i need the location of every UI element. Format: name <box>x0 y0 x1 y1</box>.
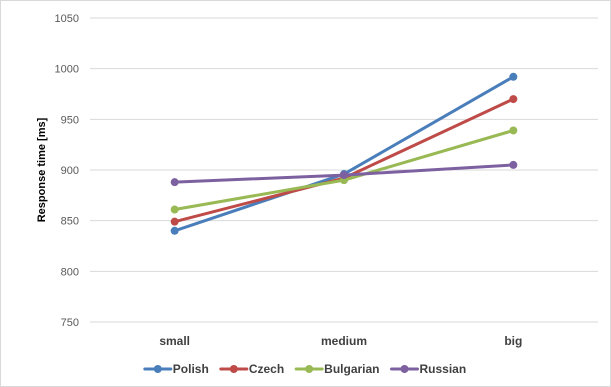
legend-swatch-marker <box>229 365 238 373</box>
x-category-label: small <box>159 334 190 348</box>
y-tick-label: 850 <box>61 216 79 228</box>
legend-label: Czech <box>249 362 284 376</box>
data-point <box>509 95 518 104</box>
data-point <box>509 126 518 135</box>
data-point <box>170 178 179 187</box>
data-point <box>509 160 518 169</box>
y-tick-label: 750 <box>61 317 79 329</box>
y-tick-label: 950 <box>61 114 79 126</box>
data-point <box>170 226 179 235</box>
series-lines <box>170 72 518 235</box>
x-category-label: medium <box>321 334 367 348</box>
y-axis-ticks: 750 800 850 900 950 1000 1050 <box>55 13 79 329</box>
y-tick-label: 1000 <box>55 64 79 76</box>
x-category-label: big <box>504 334 522 348</box>
data-point <box>170 217 179 226</box>
legend-label: Polish <box>173 362 209 376</box>
y-tick-label: 900 <box>61 165 79 177</box>
legend-item-bulgarian: Bulgarian <box>294 362 380 376</box>
legend-label: Russian <box>420 362 467 376</box>
data-point <box>170 205 179 214</box>
y-axis-title: Response time [ms] <box>36 117 48 222</box>
legend: Polish Czech Bulgarian Russian <box>143 362 467 376</box>
series-russian <box>170 160 518 187</box>
x-axis-categories: small medium big <box>159 334 522 348</box>
y-tick-label: 800 <box>61 266 79 278</box>
data-point <box>509 72 518 81</box>
data-point <box>340 171 348 180</box>
legend-label: Bulgarian <box>324 362 379 376</box>
legend-swatch-marker <box>305 365 314 373</box>
legend-item-polish: Polish <box>143 362 209 376</box>
y-tick-label: 1050 <box>55 13 79 25</box>
legend-item-czech: Czech <box>219 362 284 376</box>
legend-swatch-marker <box>153 365 162 373</box>
legend-swatch-marker <box>400 365 409 373</box>
legend-item-russian: Russian <box>390 362 467 376</box>
